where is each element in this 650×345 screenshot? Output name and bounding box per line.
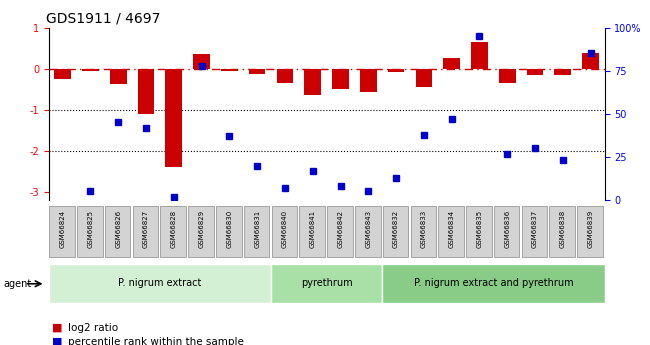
Bar: [166, 69, 182, 167]
Text: ■: ■: [52, 337, 62, 345]
Text: agent: agent: [3, 279, 31, 289]
Text: ■: ■: [52, 323, 62, 333]
Bar: [55, 69, 71, 79]
Bar: [277, 69, 293, 83]
Text: pyrethrum: pyrethrum: [301, 278, 352, 288]
FancyBboxPatch shape: [494, 206, 519, 257]
Text: GSM66835: GSM66835: [476, 210, 482, 248]
Text: GSM66838: GSM66838: [560, 210, 566, 248]
Bar: [443, 58, 460, 69]
Text: percentile rank within the sample: percentile rank within the sample: [68, 337, 244, 345]
Text: GSM66831: GSM66831: [254, 210, 260, 248]
Bar: [415, 69, 432, 87]
Text: P. nigrum extract and pyrethrum: P. nigrum extract and pyrethrum: [413, 278, 573, 288]
FancyBboxPatch shape: [272, 206, 297, 257]
FancyBboxPatch shape: [188, 206, 214, 257]
Text: GSM66836: GSM66836: [504, 210, 510, 248]
Bar: [221, 69, 238, 71]
FancyBboxPatch shape: [77, 206, 103, 257]
FancyBboxPatch shape: [438, 206, 464, 257]
Bar: [110, 69, 127, 84]
FancyBboxPatch shape: [577, 206, 603, 257]
Bar: [332, 69, 349, 89]
Text: GDS1911 / 4697: GDS1911 / 4697: [46, 11, 161, 25]
Bar: [582, 53, 599, 69]
FancyBboxPatch shape: [549, 206, 575, 257]
Bar: [554, 69, 571, 75]
Text: GSM66837: GSM66837: [532, 210, 538, 248]
FancyBboxPatch shape: [271, 264, 382, 303]
Text: GSM66841: GSM66841: [310, 210, 316, 248]
Text: GSM66834: GSM66834: [448, 210, 454, 248]
FancyBboxPatch shape: [411, 206, 436, 257]
Text: GSM66830: GSM66830: [226, 210, 232, 248]
Bar: [499, 69, 515, 83]
FancyBboxPatch shape: [300, 206, 325, 257]
Text: GSM66843: GSM66843: [365, 210, 371, 248]
FancyBboxPatch shape: [355, 206, 380, 257]
Text: GSM66828: GSM66828: [171, 210, 177, 248]
FancyBboxPatch shape: [49, 264, 271, 303]
FancyBboxPatch shape: [105, 206, 131, 257]
FancyBboxPatch shape: [244, 206, 269, 257]
Text: GSM66827: GSM66827: [143, 210, 149, 248]
FancyBboxPatch shape: [133, 206, 158, 257]
FancyBboxPatch shape: [383, 206, 408, 257]
Text: GSM66833: GSM66833: [421, 210, 427, 248]
FancyBboxPatch shape: [161, 206, 186, 257]
Bar: [526, 69, 543, 75]
FancyBboxPatch shape: [327, 206, 353, 257]
FancyBboxPatch shape: [522, 206, 547, 257]
FancyBboxPatch shape: [466, 206, 491, 257]
Text: GSM66842: GSM66842: [337, 210, 343, 248]
Bar: [471, 42, 488, 69]
Bar: [304, 69, 321, 95]
Bar: [138, 69, 154, 114]
Text: P. nigrum extract: P. nigrum extract: [118, 278, 202, 288]
Text: log2 ratio: log2 ratio: [68, 323, 118, 333]
Text: GSM66826: GSM66826: [115, 210, 121, 248]
Bar: [82, 69, 99, 71]
Text: GSM66832: GSM66832: [393, 210, 399, 248]
Text: GSM66839: GSM66839: [588, 210, 593, 248]
Text: GSM66829: GSM66829: [199, 210, 205, 248]
Text: GSM66824: GSM66824: [60, 210, 66, 248]
Bar: [249, 69, 265, 73]
Bar: [193, 54, 210, 69]
Bar: [360, 69, 376, 92]
FancyBboxPatch shape: [216, 206, 242, 257]
Text: GSM66840: GSM66840: [282, 210, 288, 248]
Bar: [388, 69, 404, 71]
FancyBboxPatch shape: [382, 264, 604, 303]
Text: GSM66825: GSM66825: [88, 210, 94, 248]
FancyBboxPatch shape: [49, 206, 75, 257]
